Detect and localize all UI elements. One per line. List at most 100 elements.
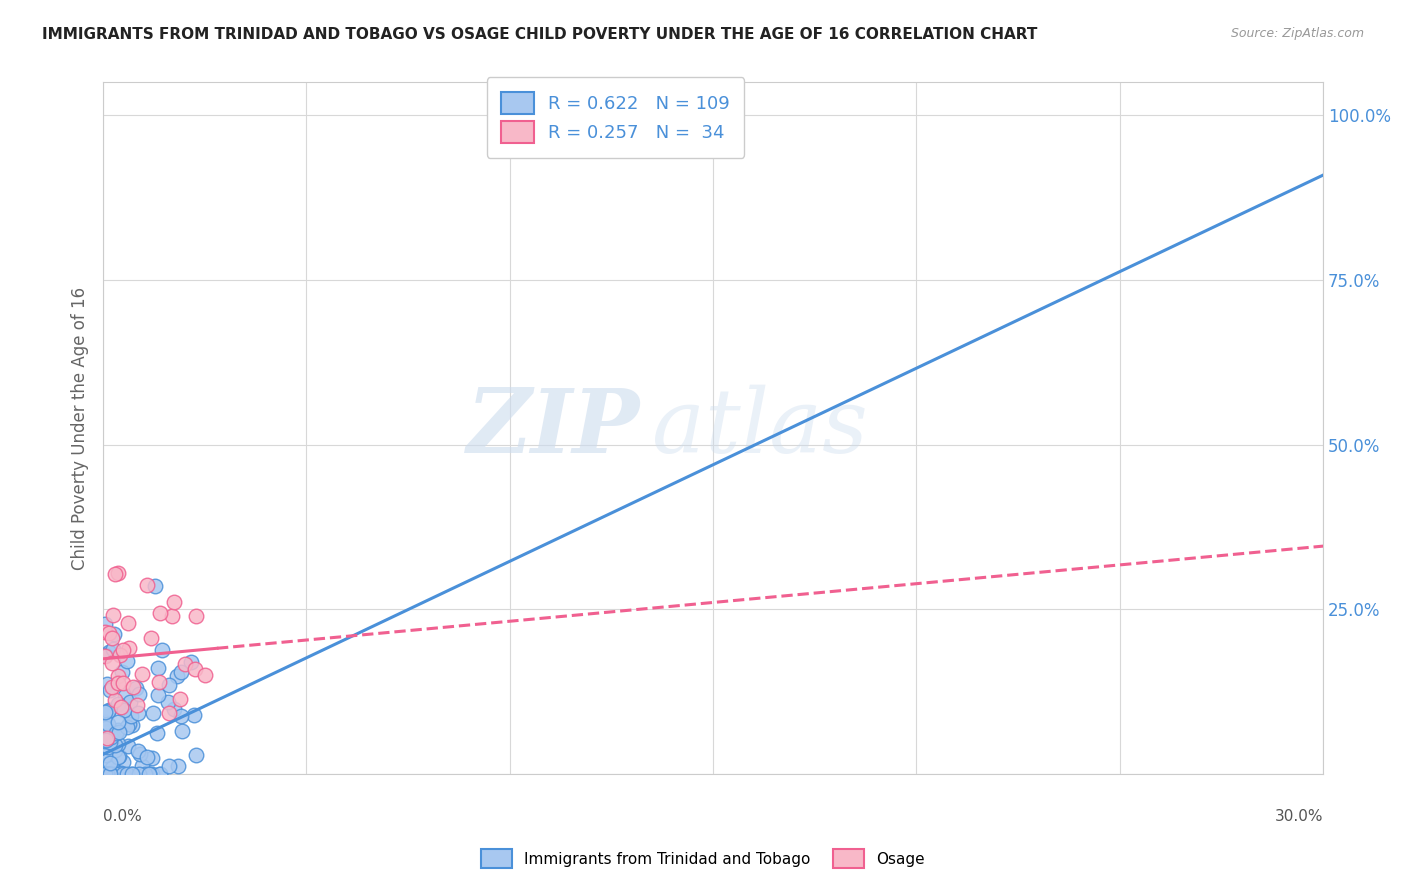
Point (96, 730, 118, 744)
Point (117, 739, 139, 754)
Point (94, 767, 117, 781)
Point (96, 758, 118, 772)
Point (118, 716, 141, 731)
Point (105, 767, 128, 781)
Point (94, 748, 117, 763)
Point (169, 692, 191, 706)
Point (107, 723, 129, 737)
Point (723, 108, 745, 122)
Point (100, 730, 122, 744)
Point (94, 719, 117, 733)
Point (146, 661, 169, 675)
Point (94, 767, 117, 781)
Point (98, 756, 121, 770)
Point (97, 645, 120, 659)
Point (110, 700, 132, 714)
Text: 30.0%: 30.0% (1275, 809, 1323, 823)
Point (148, 674, 170, 689)
Point (149, 767, 172, 781)
Point (98, 767, 121, 781)
Point (141, 750, 163, 764)
Point (97, 767, 120, 781)
Point (103, 626, 125, 640)
Point (121, 718, 143, 732)
Point (107, 676, 129, 690)
Point (128, 687, 150, 701)
Point (104, 725, 127, 739)
Legend: Immigrants from Trinidad and Tobago, Osage: Immigrants from Trinidad and Tobago, Osa… (474, 841, 932, 875)
Point (98, 703, 121, 717)
Point (98, 734, 121, 748)
Point (96, 721, 118, 735)
Point (118, 640, 141, 655)
Point (127, 706, 149, 720)
Point (94, 767, 117, 781)
Point (107, 669, 129, 683)
Point (138, 767, 160, 781)
Point (136, 578, 159, 592)
Point (139, 632, 162, 646)
Point (142, 706, 165, 720)
Point (150, 642, 173, 657)
Point (107, 767, 129, 781)
Point (100, 631, 122, 645)
Point (167, 758, 190, 772)
Point (125, 698, 148, 712)
Point (101, 656, 124, 670)
Point (103, 607, 125, 622)
Point (170, 709, 193, 723)
Point (107, 750, 129, 764)
Point (117, 654, 139, 668)
Point (101, 680, 124, 694)
Point (94, 624, 117, 639)
Point (128, 747, 150, 761)
Point (117, 615, 139, 630)
Point (96, 677, 118, 691)
Point (121, 767, 143, 781)
Point (100, 767, 122, 781)
Point (111, 665, 134, 679)
Point (107, 737, 129, 751)
Point (96, 767, 118, 781)
Point (94, 616, 117, 631)
Point (141, 767, 163, 781)
Point (96, 746, 118, 760)
Point (131, 667, 153, 681)
Point (118, 695, 141, 709)
Point (108, 648, 131, 663)
Text: ZIP: ZIP (467, 384, 640, 471)
Point (157, 759, 180, 773)
Point (131, 758, 153, 772)
Point (146, 725, 169, 739)
Point (127, 744, 149, 758)
Point (98, 682, 121, 697)
Point (98, 767, 121, 781)
Legend: R = 0.622   N = 109, R = 0.257   N =  34: R = 0.622 N = 109, R = 0.257 N = 34 (486, 78, 744, 158)
Point (107, 566, 129, 580)
Point (94, 648, 117, 662)
Point (101, 767, 124, 781)
Point (107, 698, 129, 712)
Point (115, 721, 138, 735)
Point (157, 695, 180, 709)
Point (115, 767, 138, 781)
Point (108, 725, 131, 739)
Point (121, 767, 143, 781)
Point (97, 704, 120, 718)
Point (97, 626, 120, 640)
Point (125, 681, 148, 695)
Point (101, 729, 124, 743)
Point (97, 739, 120, 754)
Point (149, 767, 172, 781)
Point (100, 734, 122, 748)
Point (101, 761, 124, 775)
Point (110, 765, 132, 780)
Point (94, 767, 117, 781)
Point (104, 738, 127, 752)
Point (97, 717, 120, 731)
Point (162, 609, 184, 624)
Point (94, 767, 117, 781)
Point (112, 642, 135, 657)
Point (174, 657, 197, 672)
Point (104, 693, 127, 707)
